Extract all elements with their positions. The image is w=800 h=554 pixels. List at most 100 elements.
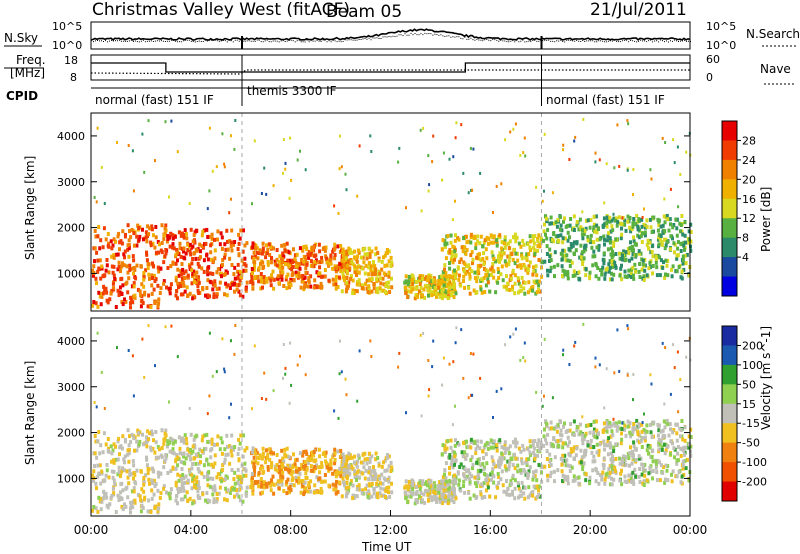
scatter-cell [162, 233, 166, 238]
scatter-cell [317, 260, 321, 265]
scatter-cell [314, 463, 318, 468]
scatter-cell [147, 477, 151, 482]
scatter-cell [201, 229, 205, 234]
scatter-cell [174, 480, 178, 485]
scatter-cell [469, 437, 473, 442]
scatter-cell [197, 291, 201, 295]
scatter-cell [441, 383, 444, 387]
scatter-cell [123, 502, 126, 507]
scatter-cell [313, 465, 317, 469]
scatter-cell [195, 275, 199, 279]
scatter-cell [580, 437, 584, 442]
scatter-cell [135, 439, 139, 444]
scatter-cell [147, 293, 151, 298]
scatter-cell [139, 498, 143, 503]
scatter-cell [284, 466, 287, 471]
scatter-cell [455, 326, 458, 330]
scatter-cell [374, 246, 378, 251]
scatter-cell [139, 264, 143, 269]
scatter-cell [661, 230, 665, 235]
scatter-cell [143, 290, 147, 295]
scatter-cell [307, 480, 311, 485]
scatter-cell [364, 281, 368, 286]
scatter-cell [387, 259, 391, 264]
scatter-cell [677, 205, 680, 209]
scatter-cell [558, 432, 562, 437]
scatter-cell [468, 266, 472, 271]
scatter-cell [652, 420, 656, 425]
scatter-cell [221, 258, 225, 262]
scatter-cell [471, 466, 474, 471]
scatter-cell [665, 214, 669, 219]
scatter-cell [168, 244, 172, 249]
scatter-cell [609, 252, 613, 257]
scatter-cell [450, 495, 454, 500]
scatter-cell [226, 239, 229, 244]
scatter-cell [584, 472, 588, 477]
scatter-cell [536, 248, 539, 253]
scatter-cell [94, 481, 98, 486]
scatter-cell [520, 461, 524, 466]
scatter-cell [253, 344, 256, 348]
scatter-cell [258, 453, 262, 458]
scatter-cell [573, 457, 576, 461]
scatter-cell [147, 119, 150, 123]
scatter-cell [492, 445, 495, 450]
scatter-cell [128, 263, 132, 268]
scatter-cell [643, 263, 647, 268]
scatter-cell [116, 457, 120, 462]
scatter-cell [114, 252, 118, 257]
scatter-cell [648, 240, 652, 245]
scatter-cell [129, 500, 133, 505]
scatter-cell [657, 428, 661, 433]
scatter-cell [505, 274, 508, 278]
scatter-cell [566, 238, 570, 243]
scatter-cell [206, 207, 209, 211]
velocity-colorbar-label: Velocity [m s^-1] [759, 326, 773, 430]
scatter-cell [110, 469, 114, 474]
scatter-cell [193, 445, 197, 450]
scatter-cell [594, 419, 598, 424]
scatter-cell [179, 459, 183, 464]
scatter-cell [618, 461, 622, 466]
scatter-cell [650, 454, 654, 459]
scatter-cell [153, 506, 157, 510]
scatter-cell [387, 464, 391, 469]
scatter-cell [663, 246, 667, 251]
scatter-cell [158, 447, 161, 452]
scatter-cell [455, 121, 458, 125]
scatter-cell [438, 494, 442, 499]
scatter-cell [334, 286, 338, 291]
scatter-cell [136, 287, 140, 292]
scatter-cell [428, 494, 432, 499]
scatter-cell [179, 474, 183, 479]
scatter-cell [366, 495, 370, 499]
scatter-cell [444, 499, 447, 504]
scatter-cell [175, 248, 179, 252]
scatter-cell [166, 441, 170, 446]
scatter-cell [637, 440, 641, 445]
scatter-cell [673, 161, 676, 165]
scatter-cell [191, 476, 195, 481]
scatter-cell [153, 301, 157, 305]
scatter-cell [104, 491, 108, 496]
scatter-cell [685, 150, 688, 154]
scatter-cell [554, 234, 558, 239]
scatter-cell [176, 455, 180, 460]
scatter-cell [137, 431, 141, 436]
scatter-cell [99, 443, 103, 448]
scatter-cell [471, 188, 474, 192]
scatter-cell [494, 464, 497, 469]
scatter-cell [250, 267, 254, 271]
scatter-cell [528, 245, 532, 250]
scatter-cell [261, 446, 265, 451]
scatter-cell [378, 271, 382, 276]
scatter-cell [572, 419, 576, 424]
scatter-cell [671, 236, 674, 241]
scatter-cell [181, 472, 185, 477]
scatter-cell [580, 457, 584, 462]
scatter-cell [532, 484, 536, 489]
scatter-cell [566, 271, 570, 276]
scatter-cell [521, 443, 525, 448]
scatter-cell [306, 457, 310, 462]
